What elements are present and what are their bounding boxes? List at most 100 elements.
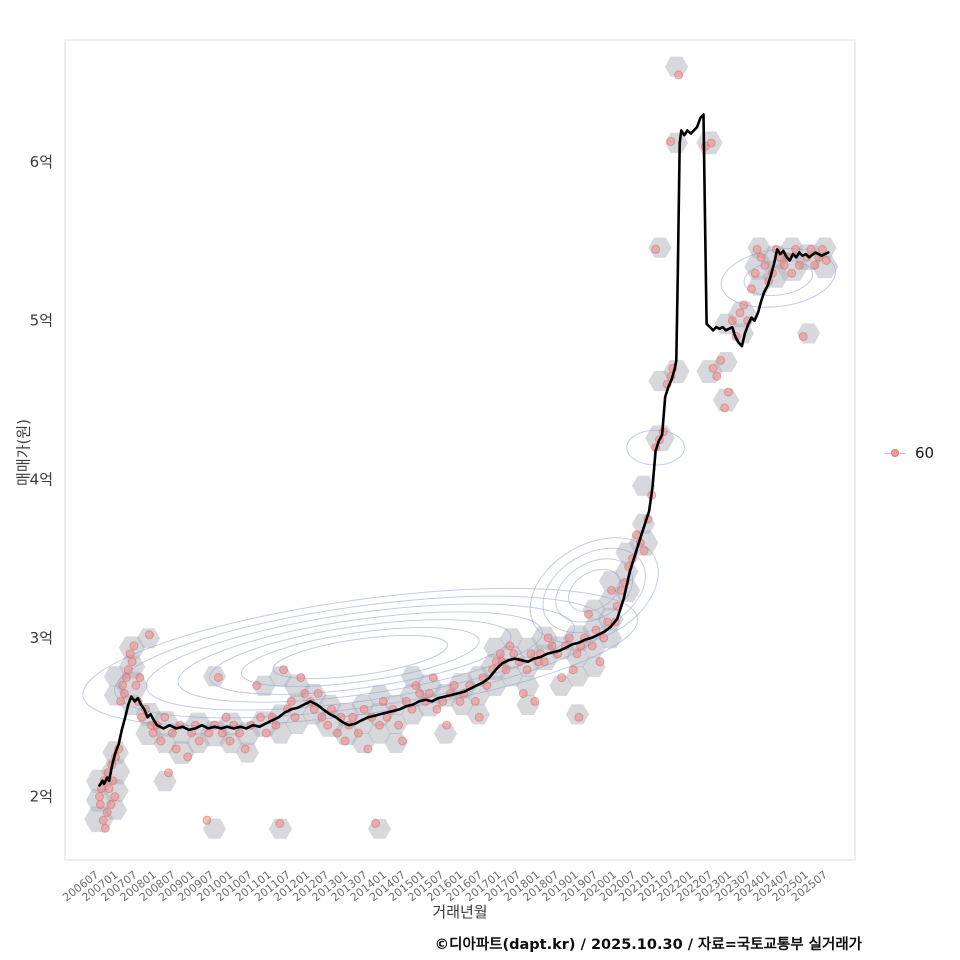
scatter-point: [394, 720, 404, 730]
scatter-point: [353, 728, 363, 738]
scatter-point: [167, 728, 177, 738]
scatter-point: [359, 704, 369, 714]
scatter-point: [398, 736, 407, 746]
scatter-point: [712, 371, 722, 381]
y-tick-label: 6억: [30, 153, 53, 171]
scatter-point: [125, 649, 135, 659]
scatter-point: [564, 633, 574, 643]
scatter-point: [116, 696, 126, 706]
hexbin-cell: [549, 675, 573, 696]
scatter-point: [723, 387, 733, 397]
scatter-point: [547, 641, 557, 651]
scatter-point: [557, 673, 567, 683]
scatter-point: [706, 138, 716, 148]
scatter-point: [674, 70, 684, 80]
scatter-point: [363, 744, 373, 754]
plot-border: [64, 39, 856, 861]
scatter-point: [411, 681, 421, 690]
scatter-point: [221, 712, 231, 722]
hexbin-cell: [712, 388, 740, 412]
scatter-point: [760, 260, 770, 270]
scatter-point: [821, 256, 831, 265]
trend-line: [98, 113, 830, 787]
density-contour: [240, 627, 480, 687]
scatter-point: [572, 649, 582, 659]
scatter-point: [756, 252, 766, 262]
hexbin-cell: [631, 475, 656, 496]
scatter-point: [530, 696, 540, 706]
scatter-point: [501, 665, 511, 675]
scatter-point: [716, 355, 726, 365]
scatter-point: [127, 657, 137, 667]
scatter-point: [340, 736, 350, 746]
scatter-point: [256, 712, 266, 722]
y-tick-label: 3억: [30, 629, 53, 647]
scatter-point: [309, 704, 319, 714]
scatter-point: [574, 712, 584, 722]
scatter-point: [607, 585, 616, 595]
scatter-point: [526, 649, 536, 659]
hexbin-cell: [499, 628, 524, 649]
scatter-point: [371, 819, 381, 828]
scatter-point: [95, 792, 104, 802]
hexbin-cell: [367, 723, 392, 744]
scatter-point: [505, 641, 515, 651]
scatter-point: [225, 736, 235, 746]
scatter-point: [752, 244, 762, 254]
scatter-point: [332, 728, 342, 738]
scatter-point: [474, 712, 484, 722]
scatter-point: [327, 704, 336, 714]
scatter-point: [121, 673, 131, 683]
hexbin-cell: [268, 818, 293, 839]
legend-marker-dot: [891, 449, 899, 457]
scatter-point: [779, 260, 789, 270]
density-contour: [568, 568, 621, 612]
scatter-point: [518, 689, 528, 698]
scatter-point: [442, 720, 452, 730]
hexbin-cell: [400, 704, 425, 725]
density-contour: [177, 611, 544, 703]
scatter-point: [204, 728, 214, 738]
scatter-point: [603, 617, 613, 627]
y-axis-title: 매매가(원): [14, 419, 33, 486]
scatter-point: [470, 696, 480, 706]
scatter-point: [639, 546, 649, 556]
scatter-point: [279, 665, 289, 675]
scatter-point: [599, 633, 609, 643]
scatter-point: [296, 673, 306, 683]
scatter-point: [522, 665, 532, 675]
scatter-point: [98, 815, 108, 825]
hexbin-cell: [333, 722, 360, 745]
scatter-point: [313, 689, 323, 698]
scatter-point: [183, 752, 193, 762]
scatter-point: [428, 673, 438, 683]
scatter-point: [651, 244, 661, 254]
scatter-point: [817, 244, 827, 254]
scatter-point: [735, 308, 745, 318]
scatter-point: [135, 673, 145, 683]
scatter-point: [137, 712, 147, 722]
scatter-point: [131, 681, 141, 690]
y-tick-label: 4억: [30, 470, 53, 488]
scatter-point: [584, 609, 593, 619]
x-axis-title: 거래년월: [432, 903, 488, 921]
scatter-point: [539, 657, 549, 667]
scatter-point: [202, 815, 212, 825]
scatter-point: [708, 363, 718, 373]
scatter-point: [129, 641, 139, 651]
scatter-point: [213, 673, 223, 683]
scatter-point: [194, 736, 204, 746]
scatter-point: [235, 728, 244, 738]
density-contour: [529, 537, 659, 644]
scatter-point: [747, 284, 756, 294]
scatter-point: [106, 800, 116, 809]
scatter-point: [568, 665, 578, 675]
hexbin-cell: [433, 723, 458, 744]
scatter-point: [164, 768, 173, 778]
legend-point-marker: [884, 448, 906, 458]
hexbin-cell: [598, 571, 623, 592]
scatter-point: [119, 689, 129, 698]
density-contour: [209, 619, 512, 695]
scatter-point: [261, 728, 271, 738]
